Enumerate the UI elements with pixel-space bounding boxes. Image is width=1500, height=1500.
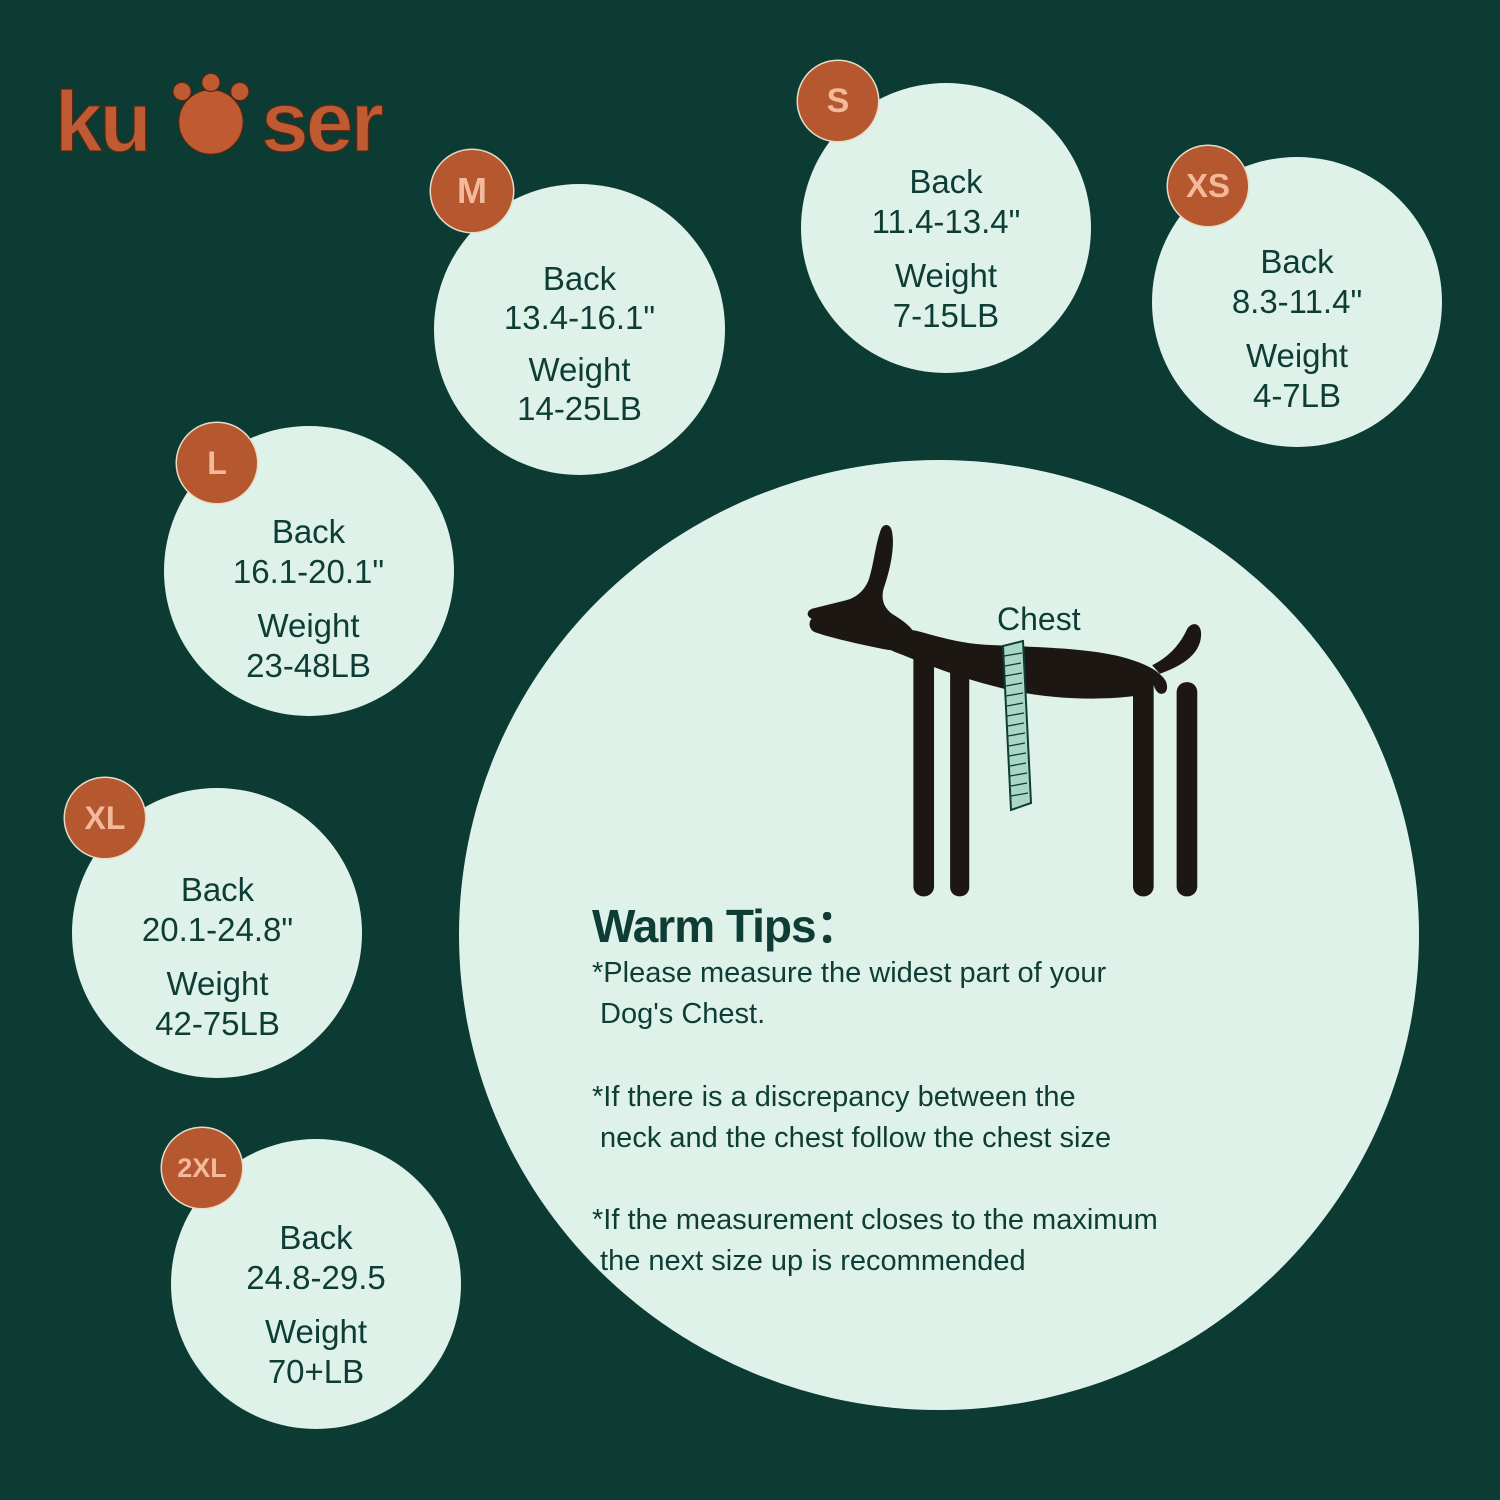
svg-text:Chest: Chest	[997, 601, 1081, 637]
svg-text:ser: ser	[261, 75, 383, 170]
svg-text:ku: ku	[55, 75, 149, 170]
